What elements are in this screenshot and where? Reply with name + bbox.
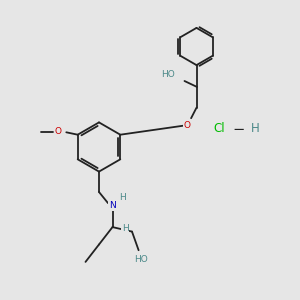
Text: HO: HO bbox=[134, 255, 148, 264]
Text: H: H bbox=[250, 122, 260, 136]
Text: N: N bbox=[109, 201, 116, 210]
Text: H: H bbox=[122, 224, 128, 233]
Text: O: O bbox=[55, 127, 62, 136]
Text: H: H bbox=[120, 193, 126, 202]
Text: −: − bbox=[232, 122, 244, 137]
Text: O: O bbox=[184, 121, 191, 130]
Text: Cl: Cl bbox=[213, 122, 225, 136]
Text: HO: HO bbox=[161, 70, 175, 79]
